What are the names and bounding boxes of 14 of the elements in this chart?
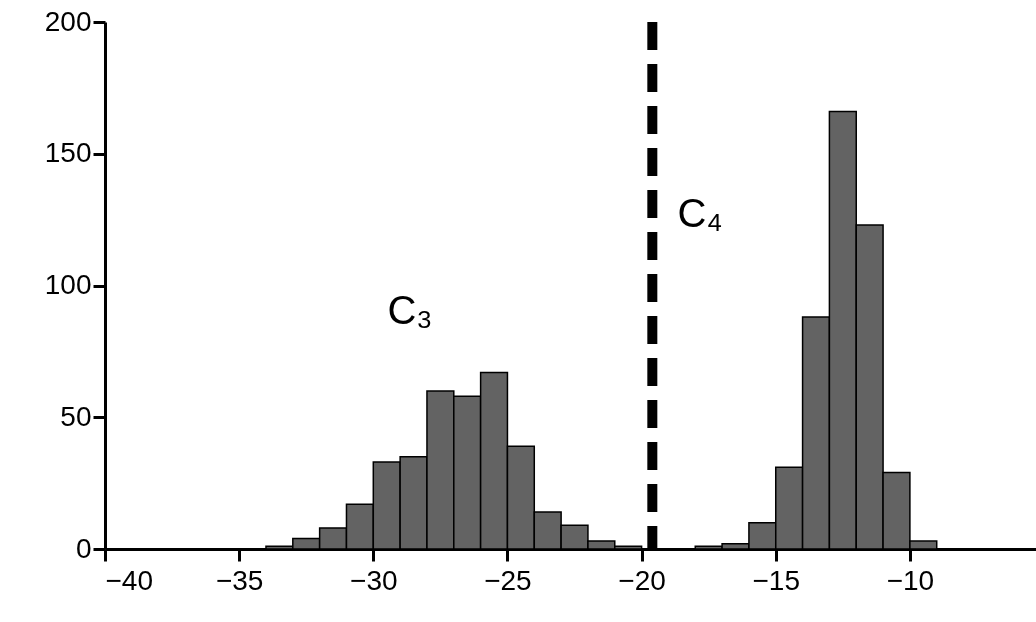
x-tick-label: −35 — [215, 564, 264, 596]
y-tick-label: 150 — [44, 137, 92, 169]
x-tick-label: −20 — [618, 564, 666, 596]
x-tick-label: −40 — [105, 564, 153, 596]
y-tick-label: 100 — [44, 269, 92, 300]
x-tick-label: −25 — [484, 564, 532, 596]
y-tick-label: 200 — [44, 5, 92, 37]
y-tick-label: 50 — [60, 400, 92, 432]
x-tick-label: −15 — [752, 564, 800, 596]
annotation: C₃ — [387, 288, 433, 332]
x-tick-label: −30 — [350, 564, 398, 596]
annotation: C₄ — [677, 191, 723, 235]
y-tick-label: 0 — [75, 532, 92, 564]
x-tick-label: −10 — [886, 564, 935, 596]
